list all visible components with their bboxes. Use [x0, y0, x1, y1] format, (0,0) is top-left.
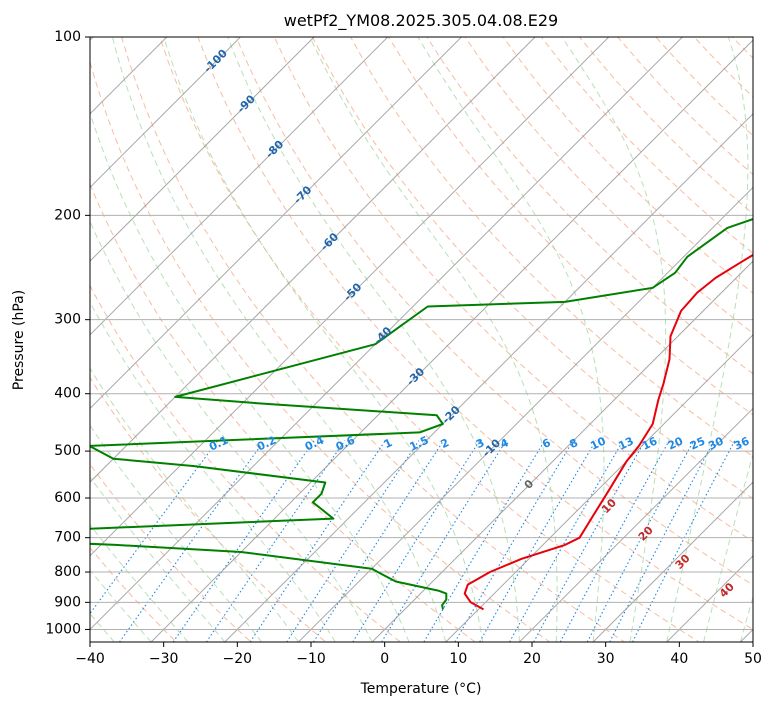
isotherm-line: [592, 481, 753, 642]
x-tick-label: −30: [149, 651, 179, 667]
mixing-ratio-line: [119, 440, 265, 642]
isotherm-line: [90, 37, 610, 557]
grid-layer: [90, 37, 753, 642]
moist-adiabat-line: [112, 37, 447, 642]
dry-adiabat-line: [90, 376, 327, 642]
tick-layer: −40 −30 −20 −10 0 10 20 30 40 50 100 200 300 400 500 60…: [45, 29, 762, 667]
isotherm-line: [371, 260, 753, 642]
isotherm-line: [90, 37, 315, 262]
x-tick-label: −40: [75, 651, 105, 667]
y-tick-label: 1000: [45, 621, 81, 637]
mixing-ratio-line: [172, 440, 315, 642]
moist-adiabat-line: [90, 111, 410, 642]
mixing-ratio-line: [249, 440, 386, 642]
moist-adiabat-line: [90, 220, 373, 642]
dry-adiabat-line: [235, 37, 753, 586]
y-tick-label: 700: [54, 530, 81, 546]
y-tick-label: 500: [54, 443, 81, 459]
moist-adiabat-line: [703, 452, 753, 642]
dry-adiabat-line: [90, 463, 252, 642]
mixing-ratio-label: 36: [732, 434, 752, 452]
dry-adiabat-line: [502, 37, 753, 294]
isotherm-line: [150, 39, 753, 642]
isotherm-line: [90, 37, 536, 483]
dry-adiabat-line: [90, 546, 178, 642]
mixing-ratio-line: [632, 440, 736, 642]
moist-adiabat-line: [90, 476, 226, 642]
moist-adiabat-line: [739, 595, 753, 642]
x-tick-label: −20: [223, 651, 253, 667]
x-axis-label: Temperature (°C): [360, 681, 482, 697]
moist-adiabat-line: [666, 37, 749, 642]
y-tick-label: 800: [54, 564, 81, 580]
dry-adiabat-line: [90, 60, 551, 642]
y-tick-label: 100: [54, 29, 81, 45]
plot-frame: [89, 36, 754, 643]
mixing-ratio-line: [352, 440, 481, 642]
mixing-ratio-line: [454, 440, 574, 642]
mixing-ratio-line: [533, 440, 646, 642]
y-tick-label: 400: [54, 386, 81, 402]
mixing-ratio-line: [423, 440, 546, 642]
dry-adiabat-line: [311, 37, 753, 500]
x-tick-label: 10: [449, 651, 467, 667]
mixing-ratio-label: 30: [706, 434, 726, 452]
y-tick-label: 600: [54, 490, 81, 506]
y-tick-label: 300: [54, 312, 81, 328]
mixing-ratio-line: [90, 440, 219, 615]
x-tick-label: 40: [670, 651, 688, 667]
mixing-ratio-line: [313, 440, 445, 642]
dry-adiabat-line: [350, 37, 753, 458]
moist-adiabat-line: [309, 37, 558, 642]
mixing-ratio-label: 16: [640, 434, 660, 452]
y-tick-label: 900: [54, 594, 81, 610]
moist-adiabat-line: [90, 424, 262, 642]
isotherm-line: [224, 113, 753, 642]
mixing-ratio-label: 25: [688, 434, 707, 452]
mixing-ratio-line: [479, 440, 597, 642]
x-tick-label: 0: [380, 651, 389, 667]
y-tick-label: 200: [54, 207, 81, 223]
mixing-ratio-line: [559, 440, 670, 642]
mixing-ratio-line: [286, 440, 420, 642]
chart-title: wetPf2_YM08.2025.305.04.08.E29: [284, 11, 558, 31]
mixing-ratio-label: 20: [666, 434, 686, 452]
moist-adiabat-line: [417, 37, 605, 642]
isotherm-line: [90, 37, 463, 410]
mixing-ratio-line: [509, 440, 624, 642]
isotherm-line: [90, 37, 242, 189]
isotherm-line: [445, 334, 753, 642]
isotherm-line: [297, 186, 753, 642]
moist-adiabat-line: [90, 301, 336, 642]
temperature-profile-line: [463, 253, 753, 611]
moist-adiabat-line: [90, 524, 189, 642]
dry-adiabat-line: [90, 182, 476, 642]
mixing-ratio-label: 13: [616, 434, 635, 452]
dry-adiabat-line: [197, 37, 753, 630]
dry-adiabat-line: [121, 37, 626, 642]
isotherm-line: [90, 37, 389, 336]
moist-adiabat-line: [90, 569, 152, 642]
x-tick-label: 20: [523, 651, 541, 667]
isotherm-line: [518, 407, 753, 642]
x-tick-label: 30: [597, 651, 615, 667]
isotherm-line: [90, 37, 684, 631]
mixing-ratio-label: 10: [588, 434, 608, 452]
dewpoint-profile-line: [90, 218, 753, 610]
moist-adiabat-line: [227, 37, 520, 642]
moist-adiabat-line: [163, 37, 484, 642]
x-tick-label: −10: [296, 651, 326, 667]
dry-adiabat-line: [159, 37, 701, 642]
y-axis-label: Pressure (hPa): [11, 290, 27, 390]
x-tick-label: 50: [744, 651, 762, 667]
series-layer: [90, 218, 753, 611]
